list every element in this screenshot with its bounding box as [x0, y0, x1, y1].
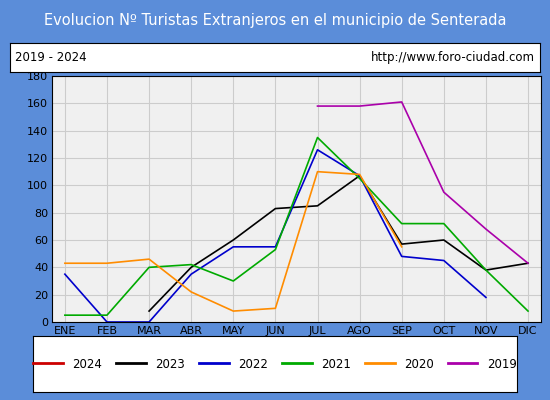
Text: 2019 - 2024: 2019 - 2024	[15, 51, 87, 64]
Text: Evolucion Nº Turistas Extranjeros en el municipio de Senterada: Evolucion Nº Turistas Extranjeros en el …	[44, 14, 506, 28]
Text: http://www.foro-ciudad.com: http://www.foro-ciudad.com	[371, 51, 535, 64]
Legend: 2024, 2023, 2022, 2021, 2020, 2019: 2024, 2023, 2022, 2021, 2020, 2019	[29, 353, 521, 375]
